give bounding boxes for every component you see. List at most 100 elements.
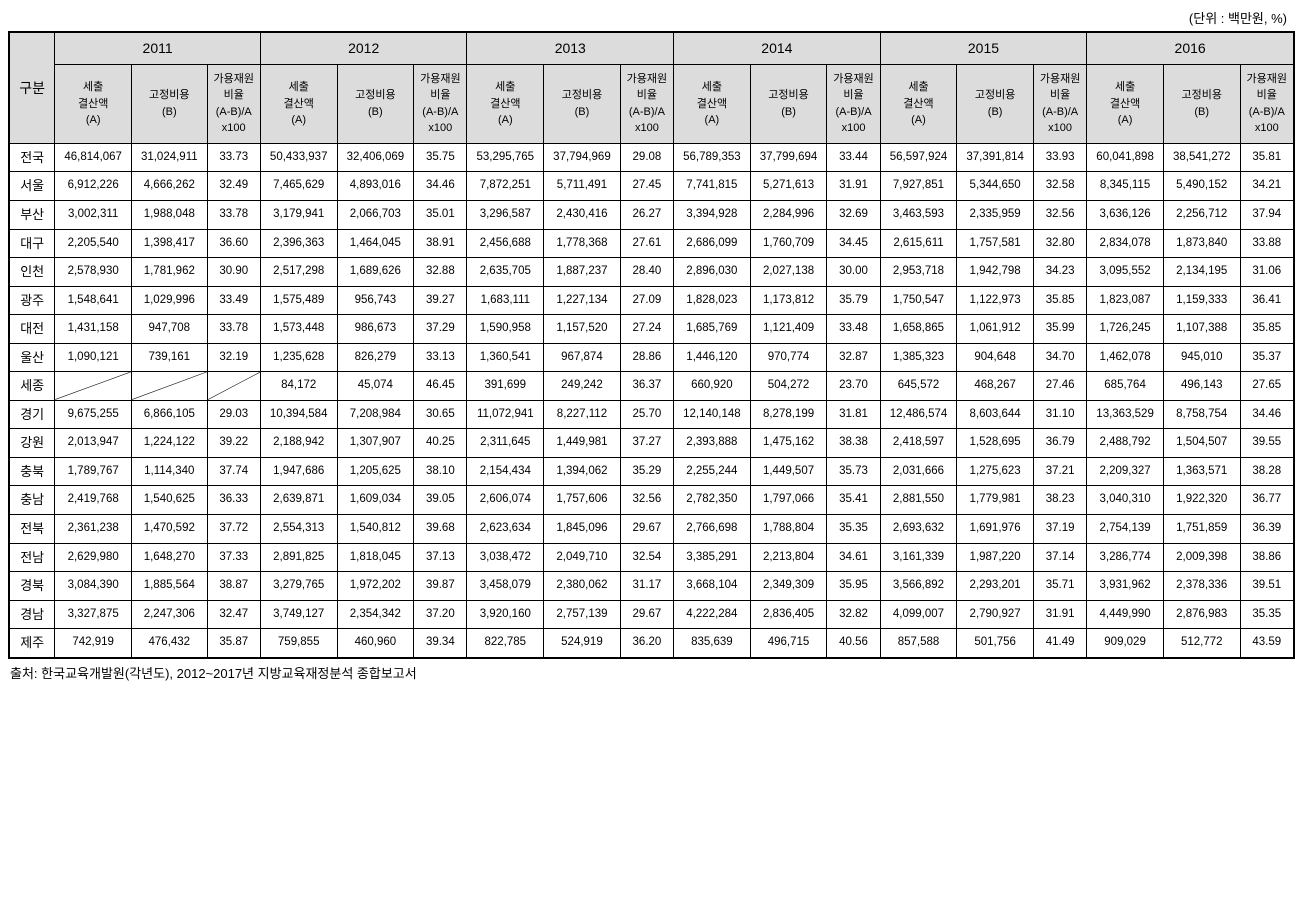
data-cell: 53,295,765	[467, 143, 544, 172]
data-cell: 27.09	[620, 286, 673, 315]
region-name-cell: 세종	[9, 372, 55, 401]
data-cell: 34.46	[1240, 400, 1294, 429]
data-cell: 1,385,323	[880, 343, 957, 372]
data-cell: 2,606,074	[467, 486, 544, 515]
data-cell: 35.85	[1240, 315, 1294, 344]
data-cell: 56,597,924	[880, 143, 957, 172]
data-cell: 33.48	[827, 315, 880, 344]
data-cell: 2,380,062	[544, 572, 621, 601]
data-cell: 2,009,398	[1163, 543, 1240, 572]
region-name-cell: 부산	[9, 200, 55, 229]
data-cell: 2,213,804	[750, 543, 827, 572]
data-cell: 50,433,937	[260, 143, 337, 172]
data-cell: 5,271,613	[750, 172, 827, 201]
data-cell: 31.17	[620, 572, 673, 601]
data-cell: 1,548,641	[55, 286, 132, 315]
data-cell: 41.49	[1033, 629, 1086, 658]
data-cell: 1,394,062	[544, 457, 621, 486]
data-cell: 2,517,298	[260, 258, 337, 287]
header-sub-cell: 가용재원비율(A-B)/Ax100	[1240, 64, 1294, 143]
data-cell: 826,279	[337, 343, 414, 372]
unit-label: (단위 : 백만원, %)	[8, 8, 1295, 27]
header-sub-cell: 고정비용(B)	[132, 64, 208, 143]
data-cell: 35.41	[827, 486, 880, 515]
data-cell: 2,766,698	[674, 515, 751, 544]
data-cell: 40.56	[827, 629, 880, 658]
data-cell: 1,227,134	[544, 286, 621, 315]
data-cell: 2,396,363	[260, 229, 337, 258]
data-cell: 37.27	[620, 429, 673, 458]
data-cell: 32.47	[207, 600, 260, 629]
data-cell: 29.67	[620, 600, 673, 629]
data-cell: 39.55	[1240, 429, 1294, 458]
data-cell: 12,140,148	[674, 400, 751, 429]
data-cell: 32.82	[827, 600, 880, 629]
header-sub-cell: 가용재원비율(A-B)/Ax100	[827, 64, 880, 143]
data-cell: 3,327,875	[55, 600, 132, 629]
data-cell: 2,790,927	[957, 600, 1034, 629]
data-cell: 3,668,104	[674, 572, 751, 601]
data-cell: 2,623,634	[467, 515, 544, 544]
data-cell: 39.22	[207, 429, 260, 458]
source-note: 출처: 한국교육개발원(각년도), 2012~2017년 지방교육재정분석 종합…	[8, 663, 1295, 682]
table-body: 전국46,814,06731,024,91133.7350,433,93732,…	[9, 143, 1294, 657]
data-cell: 1,797,066	[750, 486, 827, 515]
data-cell: 3,179,941	[260, 200, 337, 229]
data-cell: 3,385,291	[674, 543, 751, 572]
data-cell: 822,785	[467, 629, 544, 658]
data-cell: 4,099,007	[880, 600, 957, 629]
data-cell: 46.45	[414, 372, 467, 401]
data-cell: 759,855	[260, 629, 337, 658]
data-cell: 3,040,310	[1087, 486, 1164, 515]
data-cell: 37.33	[207, 543, 260, 572]
data-cell: 28.40	[620, 258, 673, 287]
data-cell: 512,772	[1163, 629, 1240, 658]
data-cell: 8,345,115	[1087, 172, 1164, 201]
data-cell: 26.27	[620, 200, 673, 229]
data-cell: 1,658,865	[880, 315, 957, 344]
header-sub-row: 세출결산액(A)고정비용(B)가용재원비율(A-B)/Ax100세출결산액(A)…	[9, 64, 1294, 143]
data-cell: 35.01	[414, 200, 467, 229]
data-cell: 3,920,160	[467, 600, 544, 629]
region-name-cell: 전남	[9, 543, 55, 572]
data-cell: 504,272	[750, 372, 827, 401]
data-cell: 3,084,390	[55, 572, 132, 601]
data-cell: 36.79	[1033, 429, 1086, 458]
data-cell: 43.59	[1240, 629, 1294, 658]
data-cell: 32.80	[1033, 229, 1086, 258]
data-cell: 35.35	[1240, 600, 1294, 629]
data-cell: 1,528,695	[957, 429, 1034, 458]
data-cell: 1,363,571	[1163, 457, 1240, 486]
data-cell: 27.61	[620, 229, 673, 258]
data-cell: 35.29	[620, 457, 673, 486]
header-gubun: 구분	[9, 32, 55, 143]
data-cell: 986,673	[337, 315, 414, 344]
data-cell: 2,209,327	[1087, 457, 1164, 486]
data-cell: 39.87	[414, 572, 467, 601]
data-cell: 32.56	[1033, 200, 1086, 229]
data-cell: 3,296,587	[467, 200, 544, 229]
data-cell	[207, 372, 260, 401]
data-cell: 32.49	[207, 172, 260, 201]
data-cell: 2,293,201	[957, 572, 1034, 601]
data-cell: 904,648	[957, 343, 1034, 372]
data-cell: 2,629,980	[55, 543, 132, 572]
data-cell: 36.39	[1240, 515, 1294, 544]
data-cell: 742,919	[55, 629, 132, 658]
data-cell: 33.44	[827, 143, 880, 172]
data-cell: 34.23	[1033, 258, 1086, 287]
data-cell: 8,603,644	[957, 400, 1034, 429]
data-cell: 3,749,127	[260, 600, 337, 629]
data-cell: 1,504,507	[1163, 429, 1240, 458]
data-cell: 8,227,112	[544, 400, 621, 429]
data-cell: 1,449,507	[750, 457, 827, 486]
data-cell: 249,242	[544, 372, 621, 401]
table-row: 세종84,17245,07446.45391,699249,24236.3766…	[9, 372, 1294, 401]
data-cell: 2,419,768	[55, 486, 132, 515]
data-cell: 11,072,941	[467, 400, 544, 429]
data-cell: 835,639	[674, 629, 751, 658]
data-cell: 2,881,550	[880, 486, 957, 515]
data-cell: 35.81	[1240, 143, 1294, 172]
data-cell: 33.78	[207, 200, 260, 229]
data-cell: 35.75	[414, 143, 467, 172]
